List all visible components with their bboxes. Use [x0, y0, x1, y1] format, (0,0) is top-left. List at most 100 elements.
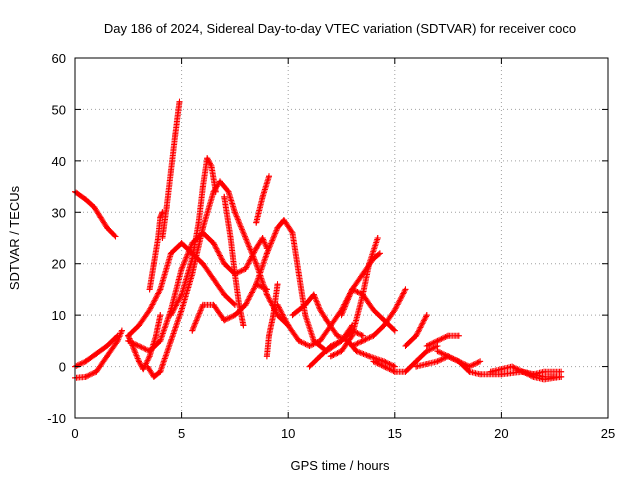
data-point	[310, 291, 317, 298]
data-point	[146, 307, 153, 313]
data-point	[221, 260, 228, 267]
data-point	[434, 358, 441, 365]
data-point	[242, 301, 249, 308]
data-point	[221, 193, 228, 200]
series-markers	[189, 281, 270, 334]
data-point	[153, 332, 160, 339]
data-point	[391, 368, 398, 375]
data-point	[359, 332, 366, 339]
data-point	[210, 276, 217, 283]
chart-title: Day 186 of 2024, Sidereal Day-to-day VTE…	[104, 21, 576, 36]
data-point	[423, 312, 430, 319]
data-point	[227, 235, 234, 241]
data-point	[558, 373, 565, 380]
data-point	[221, 291, 228, 298]
data-point	[82, 196, 89, 203]
data-point	[477, 358, 484, 365]
data-point	[131, 348, 138, 355]
data-point	[146, 286, 153, 293]
data-point	[263, 353, 270, 360]
data-point	[289, 312, 296, 319]
data-point	[93, 368, 100, 375]
data-point	[253, 219, 260, 226]
data-point	[402, 368, 409, 375]
data-point	[199, 224, 206, 231]
data-point	[157, 286, 164, 293]
y-tick-label: 40	[52, 154, 66, 169]
data-point	[178, 265, 185, 272]
data-point	[413, 332, 420, 339]
data-point	[274, 301, 281, 308]
data-point	[253, 245, 260, 252]
data-point	[259, 235, 266, 241]
data-point	[125, 332, 132, 339]
data-point	[391, 327, 398, 334]
y-axis-label: SDTVAR / TECUs	[7, 185, 22, 290]
data-point	[259, 193, 266, 200]
data-point	[423, 343, 430, 349]
data-point	[176, 98, 183, 105]
data-point	[317, 337, 324, 344]
data-point	[381, 322, 388, 329]
data-point	[280, 217, 287, 223]
x-tick-label: 0	[71, 426, 78, 441]
data-point	[349, 332, 356, 339]
data-point	[445, 332, 452, 339]
data-point	[302, 312, 309, 319]
y-tick-label: 50	[52, 102, 66, 117]
data-point	[242, 235, 249, 241]
data-point	[445, 353, 452, 360]
axis-ticks: 0 5 10 15 20 25 -10 0 10 20 30 40 50 60	[47, 51, 615, 441]
data-point	[150, 373, 157, 380]
data-point	[349, 286, 356, 293]
series-sat-g	[125, 240, 238, 339]
data-point	[178, 240, 185, 247]
data-point	[253, 260, 260, 267]
data-point	[146, 353, 153, 360]
data-point	[167, 250, 174, 257]
series-sat-ab	[519, 368, 565, 383]
series-sat-n	[263, 281, 281, 360]
data-point	[327, 343, 334, 349]
series-sat-j	[167, 155, 219, 319]
data-point	[178, 291, 185, 298]
data-point	[317, 353, 324, 360]
data-point	[103, 353, 110, 360]
grid-lines	[75, 58, 608, 418]
y-tick-label: 0	[59, 360, 66, 375]
data-point	[519, 368, 526, 375]
data-point	[334, 332, 341, 339]
data-point	[349, 343, 356, 349]
data-point	[135, 322, 142, 329]
data-point	[172, 132, 179, 139]
series-sat-f	[159, 98, 183, 241]
data-point	[306, 363, 313, 370]
data-point	[157, 368, 164, 375]
data-point	[112, 233, 119, 240]
data-point	[274, 281, 281, 288]
data-point	[242, 265, 249, 272]
data-point	[263, 291, 270, 298]
y-tick-label: 20	[52, 257, 66, 272]
data-point	[338, 312, 345, 319]
data-point	[302, 301, 309, 308]
data-point	[236, 301, 243, 308]
data-point	[210, 301, 217, 308]
data-point	[240, 322, 247, 329]
data-series	[72, 98, 565, 383]
data-point	[530, 373, 537, 380]
series-sat-u	[349, 286, 409, 349]
data-point	[274, 224, 281, 231]
data-point	[221, 317, 228, 324]
data-point	[195, 219, 202, 226]
series-sat-i	[125, 229, 270, 355]
data-point	[263, 250, 270, 257]
data-point	[204, 155, 211, 162]
data-point	[413, 358, 420, 365]
data-point	[135, 343, 142, 349]
series-markers	[72, 188, 119, 240]
data-point	[434, 343, 441, 349]
data-point	[295, 337, 302, 344]
data-point	[370, 307, 377, 313]
